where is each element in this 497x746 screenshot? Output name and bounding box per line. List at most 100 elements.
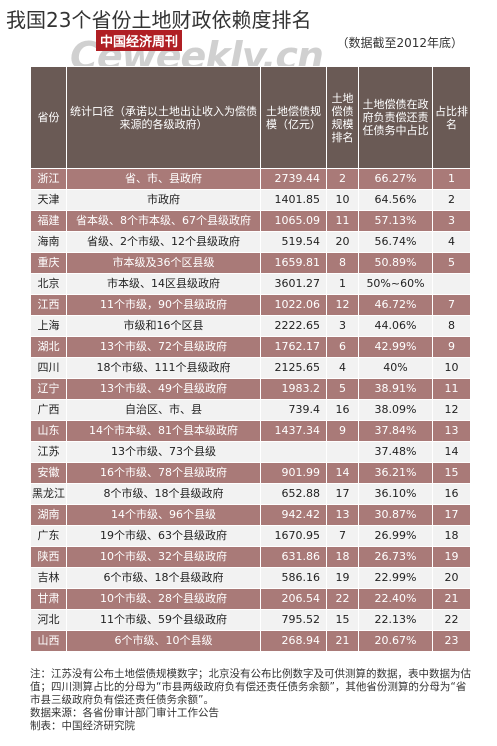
cell-share: 37.48% [358, 441, 433, 463]
cell-province: 福建 [30, 210, 67, 232]
cell-share-rank: 19 [432, 546, 471, 568]
cell-province: 重庆 [30, 252, 67, 274]
cell-scale-rank: 10 [326, 189, 359, 211]
header-province: 省份 [30, 66, 67, 169]
table-row: 天津 市政府 1401.85 10 64.56% 2 [30, 189, 471, 211]
cell-scale: 1670.95 [260, 525, 327, 547]
cell-share-rank: 21 [432, 588, 471, 610]
cell-scale-rank: 4 [326, 357, 359, 379]
ranking-table: 省份 统计口径（承诺以土地出让收入为偿债来源的各级政府） 土地偿债规模（亿元） … [30, 66, 471, 652]
header-share-rank: 占比排名 [432, 66, 471, 169]
table-row: 河北 11个市级、59个县级政府 795.52 15 22.13% 22 [30, 609, 471, 631]
cell-share: 26.73% [358, 546, 433, 568]
cell-share-rank: 15 [432, 462, 471, 484]
cell-scope: 8个市级、18个县级政府 [66, 483, 261, 505]
cell-scope: 自治区、市、县 [66, 399, 261, 421]
cell-scale-rank [326, 441, 359, 463]
cell-province: 上海 [30, 315, 67, 337]
cell-scale: 652.88 [260, 483, 327, 505]
cell-province: 陕西 [30, 546, 67, 568]
cell-scope: 6个市级、18个县级政府 [66, 567, 261, 589]
cell-share-rank: 16 [432, 483, 471, 505]
cell-province: 广东 [30, 525, 67, 547]
cell-scale: 2125.65 [260, 357, 327, 379]
cell-scope: 市政府 [66, 189, 261, 211]
cell-scale-rank: 3 [326, 315, 359, 337]
cell-scale: 2222.65 [260, 315, 327, 337]
note-text: 注：江苏没有公布土地偿债规模数字；北京没有公布比例数字及可供测算的数据，表中数据… [30, 668, 471, 706]
cell-share-rank: 3 [432, 210, 471, 232]
cell-share: 30.87% [358, 504, 433, 526]
header-scale-rank: 土地偿债规模排名 [326, 66, 359, 169]
cell-share: 66.27% [358, 168, 433, 190]
cell-scale-rank: 7 [326, 525, 359, 547]
cell-scale: 519.54 [260, 231, 327, 253]
cell-scale-rank: 8 [326, 252, 359, 274]
table-row: 湖南 14个市级、96个县级 942.42 13 30.87% 17 [30, 504, 471, 526]
cell-scale: 942.42 [260, 504, 327, 526]
cell-share-rank: 11 [432, 378, 471, 400]
cell-scale: 1659.81 [260, 252, 327, 274]
cell-share: 22.99% [358, 567, 433, 589]
cell-scale-rank: 6 [326, 336, 359, 358]
cell-scope: 10个市级、28个县级政府 [66, 588, 261, 610]
cell-scale-rank: 9 [326, 420, 359, 442]
cell-share-rank: 2 [432, 189, 471, 211]
table-row: 上海 市级和16个区县 2222.65 3 44.06% 8 [30, 315, 471, 337]
cell-scale: 206.54 [260, 588, 327, 610]
table-row: 安徽 16个市级、78个县级政府 901.99 14 36.21% 15 [30, 462, 471, 484]
cell-scale: 1065.09 [260, 210, 327, 232]
cell-province: 四川 [30, 357, 67, 379]
cell-scale-rank: 22 [326, 588, 359, 610]
cell-scale-rank: 15 [326, 609, 359, 631]
cell-share: 40% [358, 357, 433, 379]
cell-province: 甘肃 [30, 588, 67, 610]
cell-share-rank: 8 [432, 315, 471, 337]
cell-scale: 1401.85 [260, 189, 327, 211]
cell-scope: 市本级及36个区县级 [66, 252, 261, 274]
cell-province: 湖南 [30, 504, 67, 526]
cell-scale: 268.94 [260, 630, 327, 652]
cell-share-rank [432, 273, 471, 295]
cell-scale: 3601.27 [260, 273, 327, 295]
cell-scale: 901.99 [260, 462, 327, 484]
table-row: 广西 自治区、市、县 739.4 16 38.09% 12 [30, 399, 471, 421]
cell-scale-rank: 5 [326, 378, 359, 400]
table-row: 甘肃 10个市级、28个县级政府 206.54 22 22.40% 21 [30, 588, 471, 610]
cell-province: 海南 [30, 231, 67, 253]
table-row: 吉林 6个市级、18个县级政府 586.16 19 22.99% 20 [30, 567, 471, 589]
footnote: 注：江苏没有公布土地偿债规模数字；北京没有公布比例数字及可供测算的数据，表中数据… [30, 668, 474, 733]
cell-scale: 1022.06 [260, 294, 327, 316]
cell-scope: 11个市级，90个县级政府 [66, 294, 261, 316]
cell-province: 天津 [30, 189, 67, 211]
cell-scale: 795.52 [260, 609, 327, 631]
cell-scale-rank: 12 [326, 294, 359, 316]
cell-scope: 13个市级、72个县级政府 [66, 336, 261, 358]
cell-scale [260, 441, 327, 463]
cell-share: 22.40% [358, 588, 433, 610]
cell-scale-rank: 14 [326, 462, 359, 484]
cell-share: 50%~60% [358, 273, 433, 295]
cell-province: 辽宁 [30, 378, 67, 400]
cell-share: 57.13% [358, 210, 433, 232]
cell-province: 安徽 [30, 462, 67, 484]
cell-province: 江西 [30, 294, 67, 316]
cell-scale-rank: 16 [326, 399, 359, 421]
cell-share-rank: 12 [432, 399, 471, 421]
cell-share-rank: 13 [432, 420, 471, 442]
cell-province: 河北 [30, 609, 67, 631]
cell-share-rank: 9 [432, 336, 471, 358]
cell-scope: 16个市级、78个县级政府 [66, 462, 261, 484]
table-row: 江西 11个市级，90个县级政府 1022.06 12 46.72% 7 [30, 294, 471, 316]
cell-scope: 市级和16个区县 [66, 315, 261, 337]
table-row: 海南 省级、2个市级、12个县级政府 519.54 20 56.74% 4 [30, 231, 471, 253]
watermark-logo: 中国经济周刊 [96, 30, 183, 51]
cell-scope: 13个市级、49个县级政府 [66, 378, 261, 400]
table-row: 浙江 省、市、县政府 2739.44 2 66.27% 1 [30, 168, 471, 190]
cell-share: 22.13% [358, 609, 433, 631]
cell-province: 山西 [30, 630, 67, 652]
cell-share-rank: 4 [432, 231, 471, 253]
cell-scale: 1437.34 [260, 420, 327, 442]
header-scope: 统计口径（承诺以土地出让收入为偿债来源的各级政府） [66, 66, 261, 169]
header-share: 土地偿债在政府负责偿还责任债务中占比 [358, 66, 433, 169]
